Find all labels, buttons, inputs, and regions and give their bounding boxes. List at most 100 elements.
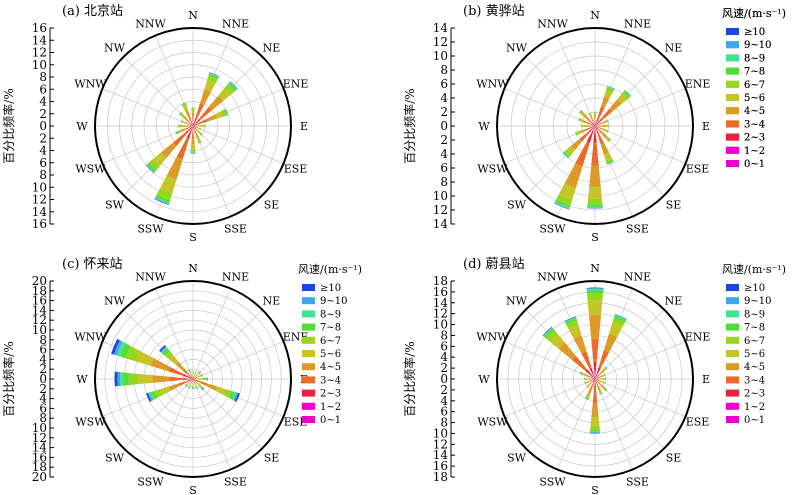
- petal-segment: [581, 124, 583, 128]
- petal-ene: [595, 119, 609, 126]
- petal-s: [190, 126, 196, 154]
- petal-segment: [600, 108, 613, 121]
- y-tick-label: 6: [39, 82, 47, 96]
- y-tick-label: 16: [32, 217, 47, 231]
- legend-swatch: [726, 28, 739, 35]
- direction-label-se: SE: [264, 451, 280, 464]
- legend-entry: 7~8: [744, 67, 765, 78]
- petal-segment: [123, 372, 129, 386]
- petal-segment: [587, 384, 590, 387]
- petal-segment: [587, 383, 591, 387]
- petal-segment: [595, 379, 597, 380]
- petal-segment: [188, 387, 191, 389]
- petal-segment: [209, 72, 219, 78]
- petal-segment: [195, 376, 198, 379]
- petal-segment: [587, 204, 603, 207]
- legend-entry: 6~7: [744, 336, 765, 347]
- petal-segment: [190, 126, 193, 128]
- petal-segment: [562, 152, 569, 159]
- legend-entry: 6~7: [744, 80, 765, 91]
- petal-segment: [183, 374, 190, 378]
- petal-segment: [605, 87, 614, 94]
- direction-label-nnw: NNW: [135, 270, 166, 283]
- petal-wsw: [584, 379, 595, 385]
- petal-segment: [586, 290, 604, 294]
- direction-label-sse: SSE: [626, 476, 649, 489]
- petal-segment: [542, 326, 552, 336]
- petal-se: [595, 126, 612, 143]
- petal-segment: [608, 139, 612, 143]
- petal-segment: [183, 378, 190, 380]
- petal-segment: [233, 392, 239, 402]
- petal-se: [193, 379, 205, 391]
- petal-segment: [600, 143, 610, 155]
- petal-segment: [564, 163, 583, 188]
- petal-se: [193, 126, 203, 136]
- petal-segment: [605, 389, 608, 392]
- petal-segment: [175, 131, 177, 135]
- petal-nne: [193, 72, 220, 126]
- petal-segment: [147, 162, 157, 172]
- petal-segment: [597, 128, 603, 134]
- petal-segment: [193, 123, 195, 126]
- petal-segment: [191, 380, 193, 382]
- petal-segment: [584, 382, 586, 385]
- outer-ring: [496, 280, 694, 478]
- petal-wnw: [181, 120, 193, 126]
- petal-ne: [595, 366, 608, 379]
- petal-segment: [580, 111, 586, 117]
- petal-segment: [591, 338, 599, 363]
- petal-e: [193, 124, 206, 128]
- petal-segment: [192, 372, 194, 373]
- petal-segment: [188, 123, 192, 126]
- petal-segment: [188, 369, 191, 371]
- petal-segment: [624, 89, 632, 97]
- y-tick-label: 8: [39, 168, 47, 182]
- petal-segment: [161, 347, 168, 354]
- grid-spoke: [192, 341, 284, 380]
- legend-entry: 3~4: [320, 375, 341, 386]
- petal-nw: [178, 111, 193, 126]
- legend-swatch: [726, 54, 739, 62]
- petal-segment: [586, 287, 604, 289]
- petal-segment: [603, 374, 605, 377]
- petal-segment: [545, 329, 558, 342]
- petal-segment: [195, 103, 205, 119]
- petal-wnw: [578, 117, 595, 126]
- petal-segment: [152, 375, 170, 383]
- petal-segment: [191, 376, 193, 378]
- petal-wsw: [175, 126, 193, 135]
- petal-segment: [607, 85, 615, 89]
- grid-spoke: [594, 378, 686, 417]
- y-tick-label: 4: [440, 350, 448, 364]
- petal-segment: [599, 393, 603, 395]
- petal-segment: [564, 316, 577, 323]
- petal-segment: [562, 152, 569, 159]
- petal-segment: [607, 124, 609, 128]
- petal-segment: [578, 118, 581, 122]
- petal-segment: [575, 141, 590, 167]
- petal-n: [191, 107, 195, 126]
- y-tick-label: 16: [433, 285, 448, 299]
- petal-segment: [595, 127, 599, 134]
- direction-label-n: N: [188, 9, 198, 22]
- legend-swatch: [726, 297, 739, 305]
- petal-segment: [571, 355, 588, 372]
- legend-swatch: [726, 67, 739, 75]
- petal-segment: [595, 124, 598, 126]
- petal-segment: [191, 137, 195, 145]
- petal-segment: [199, 385, 203, 389]
- outer-ring: [496, 27, 694, 225]
- petal-segment: [593, 379, 595, 380]
- petal-segment: [604, 90, 613, 99]
- petal-segment: [575, 131, 578, 136]
- petal-segment: [592, 377, 595, 379]
- y-tick-label: 8: [39, 70, 47, 84]
- direction-label-n: N: [590, 262, 600, 275]
- petal-segment: [187, 379, 192, 382]
- petal-segment: [185, 127, 192, 134]
- petal-segment: [588, 113, 592, 116]
- petal-segment: [200, 128, 202, 131]
- petal-segment: [152, 152, 167, 167]
- petal-segment: [599, 392, 603, 395]
